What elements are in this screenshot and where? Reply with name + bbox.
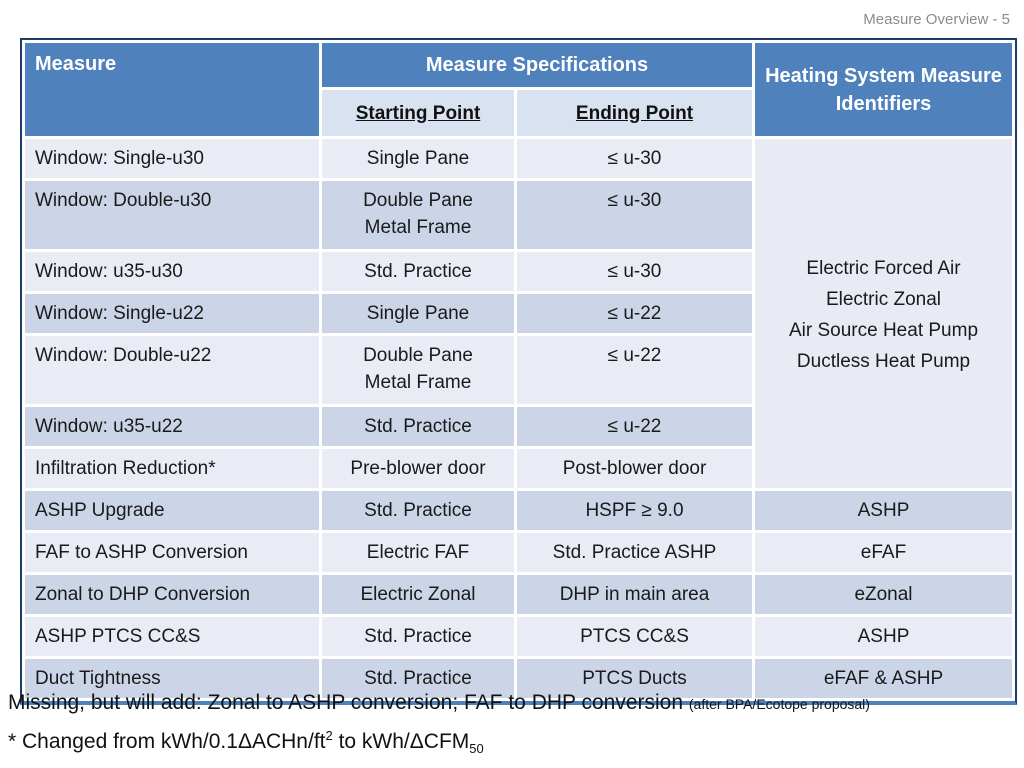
footnote-missing-note: (after BPA/Ecotope proposal) <box>688 696 870 712</box>
footnote-unit-mid: to kWh/ΔCFM <box>332 730 470 753</box>
footnote-unit-pre: * Changed from kWh/0.1ΔACHn/ft <box>8 730 326 753</box>
identifier-cell: eFAF & ASHP <box>752 656 1015 701</box>
ending-point-cell: Std. Practice ASHP <box>514 530 755 575</box>
measure-cell: ASHP Upgrade <box>22 488 322 533</box>
column-header-measure: Measure <box>22 40 322 139</box>
subheader-starting-point: Starting Point <box>319 87 517 139</box>
ending-point-cell: ≤ u-30 <box>514 249 755 294</box>
footnote-unit-subscript: 50 <box>469 741 484 757</box>
table-row: Window: Double-u30 Double Pane Metal Fra… <box>22 178 1014 252</box>
starting-point-cell: Double Pane Metal Frame <box>319 178 517 252</box>
subheader-ending-point: Ending Point <box>514 87 755 139</box>
measure-cell: Window: Double-u22 <box>22 333 322 407</box>
measure-cell: Window: u35-u30 <box>22 249 322 294</box>
table-row: Window: u35-u22 Std. Practice ≤ u-22 <box>22 404 1014 449</box>
footnotes: Missing, but will add: Zonal to ASHP con… <box>8 687 1018 764</box>
identifier-cell: eZonal <box>752 572 1015 617</box>
header-row: Measure Measure Specifications Heating S… <box>22 40 1015 139</box>
ending-point-cell: ≤ u-22 <box>514 404 755 449</box>
column-header-specifications: Measure Specifications <box>319 40 755 90</box>
footnote-unit-change: * Changed from kWh/0.1ΔACHn/ft2 to kWh/Δ… <box>8 720 1018 764</box>
measure-cell: Window: Single-u22 <box>22 291 322 336</box>
measure-cell: Window: Double-u30 <box>22 178 322 252</box>
ending-point-cell: ≤ u-22 <box>514 291 755 336</box>
starting-point-cell: Single Pane <box>319 291 517 336</box>
footnote-missing-main: Missing, but will add: Zonal to ASHP con… <box>8 691 684 714</box>
table-row: ASHP PTCS CC&S Std. Practice PTCS CC&S A… <box>22 614 1015 659</box>
starting-point-cell: Std. Practice <box>319 249 517 294</box>
starting-point-cell: Std. Practice <box>319 488 517 533</box>
table-row: Zonal to DHP Conversion Electric Zonal D… <box>22 572 1015 617</box>
measure-cell: Duct Tightness <box>22 656 322 701</box>
starting-point-cell: Electric Zonal <box>319 572 517 617</box>
starting-point-cell: Electric FAF <box>319 530 517 575</box>
identifier-cell: eFAF <box>752 530 1015 575</box>
table-row: Duct Tightness Std. Practice PTCS Ducts … <box>22 656 1015 701</box>
measure-cell: ASHP PTCS CC&S <box>22 614 322 659</box>
measure-table-grid: Measure Measure Specifications Heating S… <box>22 40 1015 701</box>
starting-point-cell: Single Pane <box>319 136 517 181</box>
table-row: Window: u35-u30 Std. Practice ≤ u-30 <box>22 249 1014 294</box>
ending-point-cell: PTCS Ducts <box>514 656 755 701</box>
table-row: Window: Single-u22 Single Pane ≤ u-22 <box>22 291 1014 336</box>
table-row: Window: Single-u30 Single Pane ≤ u-30 El… <box>22 136 1015 491</box>
starting-point-cell: Std. Practice <box>319 614 517 659</box>
footnote-unit-superscript: 2 <box>325 728 333 743</box>
ending-point-cell: PTCS CC&S <box>514 614 755 659</box>
measure-cell: Window: u35-u22 <box>22 404 322 449</box>
measure-cell: Window: Single-u30 <box>22 136 322 181</box>
measure-cell: Infiltration Reduction* <box>22 446 322 491</box>
page-title: Measure Overview - 5 <box>863 11 1010 28</box>
ending-point-cell: ≤ u-30 <box>514 136 755 181</box>
ending-point-cell: HSPF ≥ 9.0 <box>514 488 755 533</box>
identifier-merged-cell: Electric Forced Air Electric Zonal Air S… <box>752 136 1015 491</box>
ending-point-cell: DHP in main area <box>514 572 755 617</box>
ending-point-cell: Post-blower door <box>514 446 755 491</box>
column-header-identifiers: Heating System Measure Identifiers <box>752 40 1015 139</box>
measure-table: Measure Measure Specifications Heating S… <box>20 38 1017 705</box>
starting-point-cell: Pre-blower door <box>319 446 517 491</box>
measure-cell: Zonal to DHP Conversion <box>22 572 322 617</box>
ending-point-cell: ≤ u-30 <box>514 178 755 252</box>
table-row: Window: Double-u22 Double Pane Metal Fra… <box>22 333 1014 407</box>
starting-point-cell: Double Pane Metal Frame <box>319 333 517 407</box>
table-row: Infiltration Reduction* Pre-blower door … <box>22 446 1014 491</box>
starting-point-cell: Std. Practice <box>319 404 517 449</box>
footnote-missing-measures: Missing, but will add: Zonal to ASHP con… <box>8 687 1018 720</box>
subheader-row: Starting Point Ending Point <box>24 87 1014 139</box>
ending-point-cell: ≤ u-22 <box>514 333 755 407</box>
identifier-cell: ASHP <box>752 488 1015 533</box>
identifier-cell: ASHP <box>752 614 1015 659</box>
table-row: ASHP Upgrade Std. Practice HSPF ≥ 9.0 AS… <box>22 488 1015 533</box>
starting-point-cell: Std. Practice <box>319 656 517 701</box>
table-row: FAF to ASHP Conversion Electric FAF Std.… <box>22 530 1015 575</box>
measure-cell: FAF to ASHP Conversion <box>22 530 322 575</box>
